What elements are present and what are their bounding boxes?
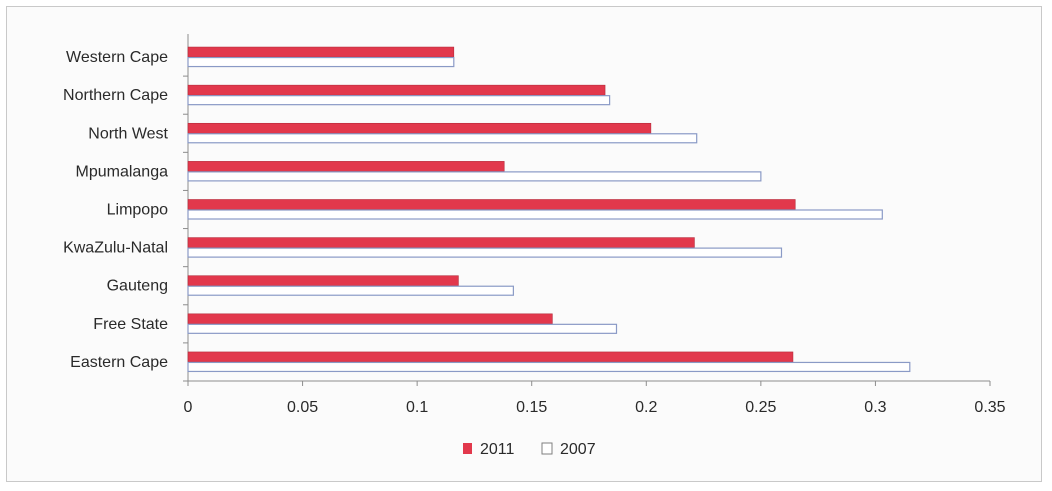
bar-2007 xyxy=(187,323,618,334)
x-tick-label: 0.15 xyxy=(516,399,547,416)
category-label: Eastern Cape xyxy=(70,354,168,371)
legend-swatch-2011 xyxy=(463,443,472,454)
x-tick-label: 0.3 xyxy=(864,399,886,416)
bar-2011 xyxy=(187,122,652,134)
bar-2011 xyxy=(187,199,796,210)
bar-2007 xyxy=(187,361,911,373)
category-label: Mpumalanga xyxy=(76,163,169,180)
bar-2007 xyxy=(187,56,455,68)
bar-2011 xyxy=(187,313,553,325)
category-label: Western Cape xyxy=(66,49,168,66)
bar-2011 xyxy=(187,351,794,363)
category-label: KwaZulu-Natal xyxy=(63,240,168,257)
x-tick-label: 0.2 xyxy=(635,399,657,416)
category-label: Free State xyxy=(93,316,168,333)
x-tick-label: 0.25 xyxy=(745,399,776,416)
bar-2007 xyxy=(187,209,883,220)
bar-2011 xyxy=(187,84,606,96)
bar-2011 xyxy=(187,161,505,172)
bar-2007 xyxy=(187,171,762,182)
x-tick-label: 0.35 xyxy=(974,399,1005,416)
category-label: Gauteng xyxy=(107,278,168,295)
legend-label-2011: 2011 xyxy=(480,441,515,458)
category-label: Northern Cape xyxy=(63,87,168,104)
bar-2011 xyxy=(187,46,455,58)
x-tick-label: 0.05 xyxy=(287,399,318,416)
bar-2011 xyxy=(187,237,695,248)
legend-swatch-2007 xyxy=(541,442,553,455)
category-label: Limpopo xyxy=(107,202,168,219)
category-label: North West xyxy=(88,125,168,142)
bar-2007 xyxy=(187,285,514,296)
bar-2007 xyxy=(187,133,698,144)
x-tick-label: 0.1 xyxy=(406,399,428,416)
bar-2011 xyxy=(187,275,459,287)
bar-2007 xyxy=(187,247,783,258)
bar-2007 xyxy=(187,95,611,106)
x-tick-label: 0 xyxy=(184,399,193,416)
legend-label-2007: 2007 xyxy=(560,441,596,458)
